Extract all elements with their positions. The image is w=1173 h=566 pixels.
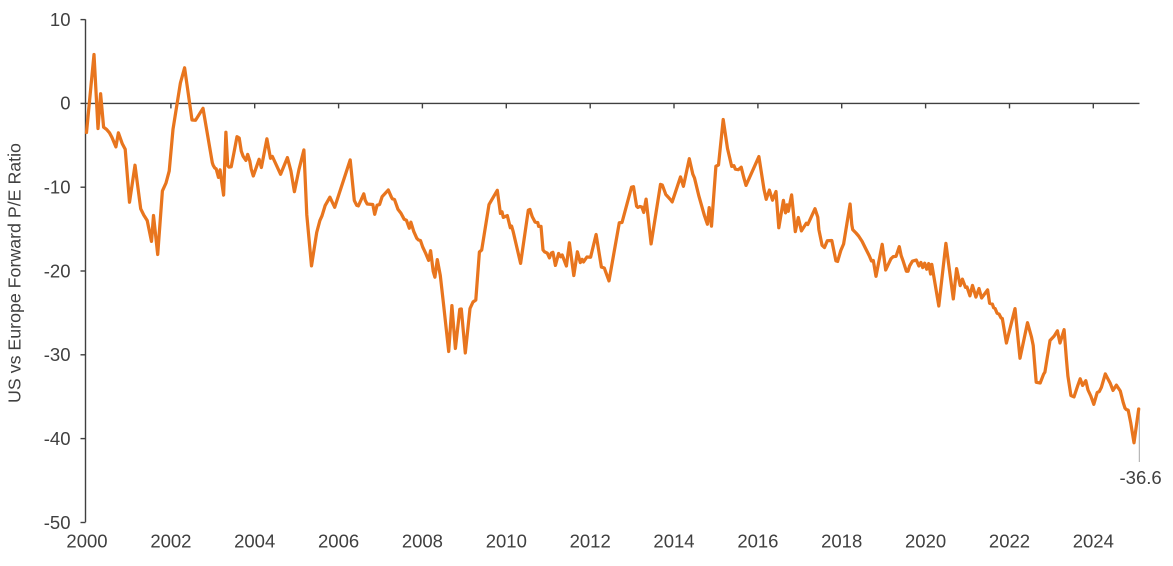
svg-text:2014: 2014 — [653, 531, 694, 552]
svg-text:-30: -30 — [44, 344, 71, 365]
svg-text:-10: -10 — [44, 177, 71, 198]
svg-text:-50: -50 — [44, 512, 71, 533]
svg-text:2010: 2010 — [486, 531, 527, 552]
svg-text:-36.6: -36.6 — [1120, 467, 1162, 488]
svg-text:10: 10 — [50, 9, 71, 30]
svg-text:2024: 2024 — [1073, 531, 1114, 552]
svg-text:2022: 2022 — [989, 531, 1030, 552]
svg-text:2006: 2006 — [318, 531, 359, 552]
svg-text:2002: 2002 — [150, 531, 191, 552]
svg-text:2016: 2016 — [737, 531, 778, 552]
svg-text:2018: 2018 — [821, 531, 862, 552]
svg-text:-40: -40 — [44, 428, 71, 449]
svg-text:US vs Europe Forward P/E Ratio: US vs Europe Forward P/E Ratio — [5, 143, 25, 403]
svg-text:2012: 2012 — [570, 531, 611, 552]
svg-text:2000: 2000 — [66, 531, 107, 552]
svg-text:2020: 2020 — [905, 531, 946, 552]
svg-text:2008: 2008 — [402, 531, 443, 552]
svg-text:0: 0 — [60, 93, 70, 114]
svg-text:2004: 2004 — [234, 531, 275, 552]
svg-text:-20: -20 — [44, 260, 71, 281]
